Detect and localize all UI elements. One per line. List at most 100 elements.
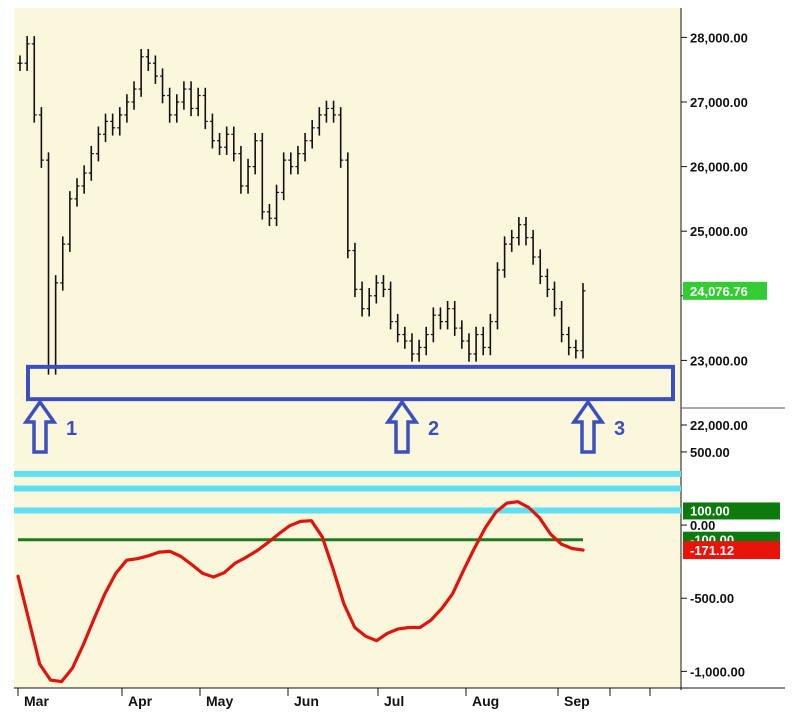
price-bar	[331, 100, 337, 123]
price-bar	[95, 126, 101, 162]
price-bar	[459, 320, 465, 349]
price-bar	[516, 216, 522, 246]
price-bar	[117, 107, 123, 136]
oscillator-panel	[14, 470, 681, 684]
last-price-label: 24,076.76	[690, 284, 748, 299]
callout-arrow-1	[22, 398, 58, 454]
price-bar	[316, 107, 322, 136]
price-bar	[245, 158, 251, 194]
price-tick-label: 22,000.00	[690, 418, 748, 433]
price-bar	[502, 236, 508, 278]
price-bar	[224, 126, 230, 155]
price-bar	[409, 333, 415, 362]
price-bar	[445, 300, 451, 330]
price-tick-label: 28,000.00	[690, 30, 748, 45]
price-bar	[152, 55, 158, 84]
price-bar	[60, 236, 66, 291]
chart-plot-background	[14, 8, 681, 688]
month-label-mar: Mar	[24, 693, 49, 709]
price-bar	[288, 152, 294, 175]
month-label-jun: Jun	[294, 693, 319, 709]
price-bar	[103, 113, 109, 143]
oscillator-line	[16, 500, 585, 684]
price-bar	[544, 268, 550, 298]
price-bar	[573, 339, 579, 359]
price-bar	[81, 165, 87, 194]
month-label-apr: Apr	[128, 693, 153, 709]
price-bar	[402, 326, 408, 349]
price-bar	[202, 87, 208, 130]
price-bar	[345, 152, 351, 259]
price-bar	[181, 81, 187, 110]
oscillator-value-label: -171.12	[690, 543, 734, 558]
price-bar	[416, 339, 422, 362]
price-bar	[217, 132, 223, 155]
price-bar	[110, 113, 116, 136]
price-bar	[274, 184, 280, 227]
price-bar	[430, 307, 436, 343]
price-bar	[281, 152, 287, 201]
price-bar	[380, 275, 386, 298]
price-bar	[487, 313, 493, 356]
level-badge	[683, 502, 780, 520]
price-bar	[309, 120, 315, 149]
price-bar	[509, 229, 515, 252]
oscillator-tick-label: -500.00	[690, 591, 734, 606]
price-bar	[145, 49, 151, 71]
oscillator-tick-label: 0.00	[690, 518, 715, 533]
price-bar	[580, 283, 586, 359]
price-bar	[388, 281, 394, 330]
month-label-sep: Sep	[564, 693, 590, 709]
price-tick-label: 27,000.00	[690, 95, 748, 110]
price-bar	[31, 36, 37, 123]
month-label-jul: Jul	[384, 693, 404, 709]
price-bar	[252, 132, 258, 175]
price-bar	[24, 36, 30, 71]
price-bar	[551, 281, 557, 317]
price-bar	[523, 216, 529, 246]
oscillator-value-badge	[683, 541, 780, 560]
price-bar	[494, 262, 500, 330]
price-bar	[437, 307, 443, 330]
price-bar	[188, 81, 194, 117]
last-price-badge	[683, 281, 767, 300]
oscillator-tick-label: -1,000.00	[690, 664, 745, 679]
price-bar	[131, 81, 137, 110]
oscillator-tick-label: 500.00	[690, 445, 730, 460]
axes: 28,000.00 27,000.00 26,000.00 25,000.00 23,0…	[17, 30, 780, 709]
month-label-may: May	[206, 693, 233, 709]
support-zone-box	[26, 364, 675, 402]
price-bar	[38, 107, 44, 168]
price-bar	[352, 242, 358, 298]
price-bar	[266, 204, 272, 227]
price-bar	[480, 326, 486, 356]
price-bar	[195, 87, 201, 117]
callout-arrow-2	[384, 398, 420, 454]
level-badge-label: 100.00	[690, 503, 730, 518]
price-bar	[238, 145, 244, 194]
price-panel: 1 2 3	[17, 36, 675, 454]
price-bar	[67, 191, 73, 252]
month-label-aug: Aug	[472, 693, 499, 709]
price-bar	[530, 229, 536, 265]
price-bar	[302, 132, 308, 162]
price-bar	[74, 178, 80, 207]
price-bar	[559, 300, 565, 343]
price-bar	[423, 326, 429, 356]
callout-arrow-3	[570, 398, 606, 454]
callout-label-1: 1	[66, 418, 77, 440]
price-bar	[566, 326, 572, 356]
price-bar	[138, 49, 144, 97]
price-bar	[174, 94, 180, 123]
price-bar	[366, 288, 372, 317]
price-bar	[17, 55, 23, 71]
price-bar	[259, 132, 265, 220]
price-bar	[373, 275, 379, 304]
price-bar	[466, 333, 472, 362]
price-bar	[452, 300, 458, 336]
price-bar	[167, 87, 173, 123]
callout-label-3: 3	[614, 418, 625, 440]
price-tick-label: 26,000.00	[690, 160, 748, 175]
